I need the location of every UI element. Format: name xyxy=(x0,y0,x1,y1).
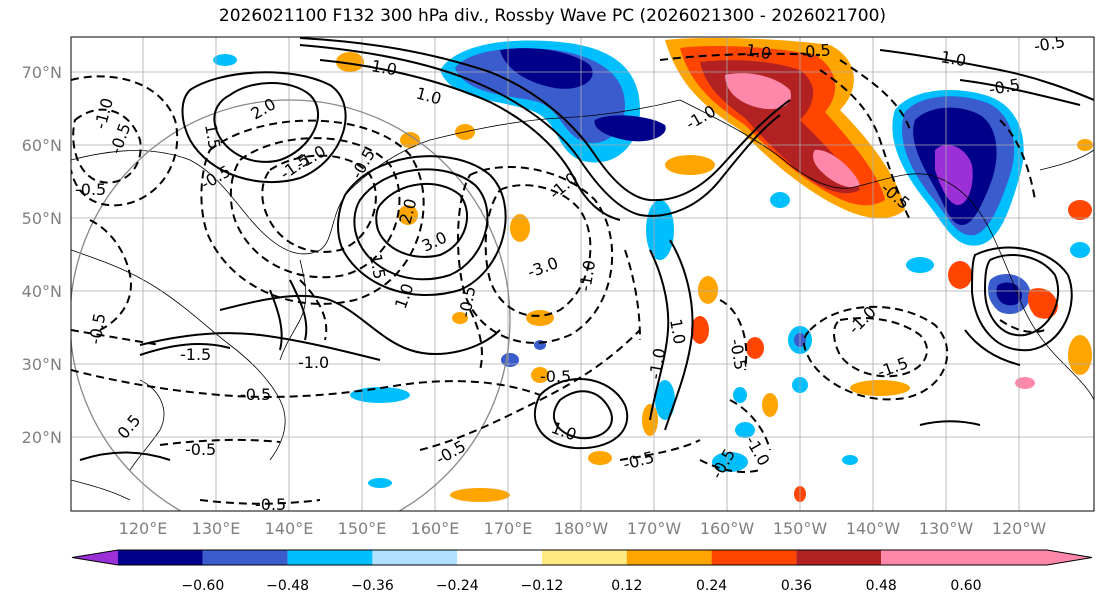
map-frame xyxy=(70,36,1095,512)
contour-label: 1.0 xyxy=(391,281,418,311)
lat-lon-grid xyxy=(71,37,1094,511)
contour-label: 1.0 xyxy=(414,84,444,109)
map-title: 2026021100 F132 300 hPa div., Rossby Wav… xyxy=(218,6,887,26)
colorbar-tick-label: −0.24 xyxy=(436,578,479,594)
colorbar-segment xyxy=(542,550,627,565)
contour-label: 1.5 xyxy=(201,122,224,150)
contour-label: -0.5 xyxy=(799,40,832,62)
contour-label: 1.0 xyxy=(939,47,967,70)
contour-label: -0.5 xyxy=(85,312,109,346)
lon-label: 160°W xyxy=(700,519,755,538)
contour-label: -0.5 xyxy=(987,75,1021,99)
colorbar-segment xyxy=(118,550,203,565)
lon-label: 150°W xyxy=(773,519,828,538)
contour-label: -0.5 xyxy=(1032,32,1066,56)
contour-label: -1.0 xyxy=(575,259,599,293)
colorbar-segment xyxy=(1047,550,1092,565)
colorbar-tick-label: 0.12 xyxy=(611,578,642,594)
contour-label: -3.0 xyxy=(525,253,561,282)
colorbar-segment xyxy=(711,550,797,565)
lat-label: 20°N xyxy=(22,428,62,447)
latitude-labels: 70°N 60°N 50°N 40°N 30°N 20°N xyxy=(22,63,62,447)
contour-label: 3.0 xyxy=(419,228,450,256)
lon-label: 150°E xyxy=(338,519,387,538)
contour-label: -0.5 xyxy=(255,495,286,514)
contour-label: -1.5 xyxy=(875,353,911,382)
colorbar-segment xyxy=(372,550,458,565)
colorbar-segment xyxy=(796,550,882,565)
lat-label: 50°N xyxy=(22,209,62,228)
contour-label: -1.0 xyxy=(364,55,398,79)
lon-label: 170°E xyxy=(484,519,533,538)
lat-label: 30°N xyxy=(22,355,62,374)
contour-label: -0.5 xyxy=(75,180,106,199)
contour-label: -0.5 xyxy=(347,145,379,182)
colorbar-tick-label: −0.48 xyxy=(266,578,309,594)
lon-label: 120°W xyxy=(992,519,1047,538)
colorbar-tick-label: 0.48 xyxy=(866,578,897,594)
contour-label: -1.0 xyxy=(91,96,117,131)
colorbar-tick-label: −0.12 xyxy=(521,578,564,594)
lon-label: 140°W xyxy=(846,519,901,538)
contour-label: -1.0 xyxy=(298,353,329,372)
contour-label: 1.5 xyxy=(366,252,389,280)
colorbar-tick-label: 0.60 xyxy=(950,578,981,594)
colorbar-outline xyxy=(71,549,1093,566)
contour-label: -0.5 xyxy=(540,367,571,386)
colorbar-tick-label: 0.24 xyxy=(696,578,727,594)
dashed-contours xyxy=(71,52,1046,505)
contour-label: -1.0 xyxy=(645,347,669,381)
contour-label: -0.5 xyxy=(185,440,216,459)
contour-label: 2.0 xyxy=(248,94,280,123)
colorbar-segment xyxy=(72,550,118,565)
colorbar-segment xyxy=(287,550,373,565)
lat-label: 40°N xyxy=(22,282,62,301)
colorbar-tick-label: −0.60 xyxy=(181,578,224,594)
contour-label: 1.0 xyxy=(549,418,579,445)
solid-contours xyxy=(79,37,1094,461)
colorbar-segment xyxy=(626,550,712,565)
lon-label: 180°W xyxy=(554,519,609,538)
longitude-labels: 120°E 130°E 140°E 150°E 160°E 170°E 180°… xyxy=(119,519,1047,538)
lat-label: 70°N xyxy=(22,63,62,82)
lon-label: 170°W xyxy=(627,519,682,538)
contour-label: 1.0 xyxy=(744,40,772,63)
lon-label: 120°E xyxy=(119,519,168,538)
colorbar-segment xyxy=(202,550,288,565)
contour-label: 1.0 xyxy=(666,317,689,345)
map-plot-area: -1.0 -0.5 2.0 1.0 -1.5 -1.0 -0.5 -0.5 1.… xyxy=(71,32,1094,514)
contour-label: -1.5 xyxy=(180,345,211,364)
lon-label: 130°W xyxy=(919,519,974,538)
contour-label: 0.5 xyxy=(114,411,145,443)
contour-label: -0.5 xyxy=(240,385,271,404)
lon-label: 140°E xyxy=(265,519,314,538)
lon-label: 160°E xyxy=(411,519,460,538)
range-circle xyxy=(71,99,511,511)
colorbar-segment xyxy=(457,550,542,565)
lat-label: 60°N xyxy=(22,136,62,155)
colorbar: −0.60 −0.48 −0.36 −0.24 −0.12 0.12 0.24 … xyxy=(71,549,1093,594)
contour-label: -0.5 xyxy=(726,337,750,371)
colorbar-segment xyxy=(881,550,1047,565)
contour-label: -0.5 xyxy=(621,447,656,473)
colorbar-tick-label: 0.36 xyxy=(781,578,812,594)
lon-label: 130°E xyxy=(192,519,241,538)
divergence-shading xyxy=(213,37,1093,502)
colorbar-tick-label: −0.36 xyxy=(351,578,394,594)
contour-label: -0.5 xyxy=(433,436,470,468)
